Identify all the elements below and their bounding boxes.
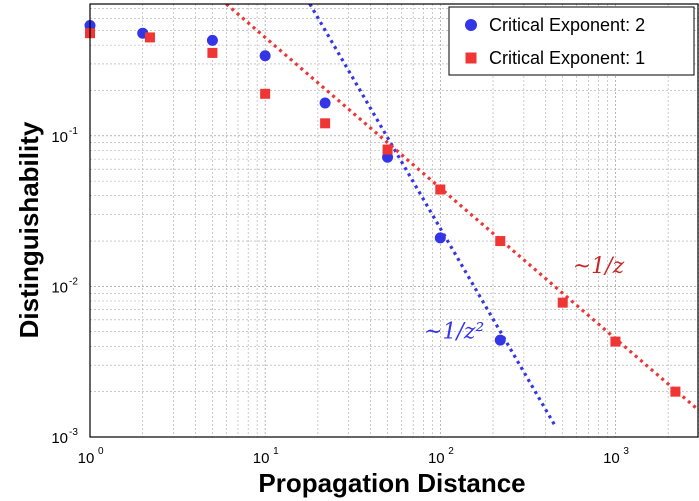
x-tick-exponent: 1 — [273, 446, 279, 457]
point-series1-2 — [207, 47, 218, 58]
fit-annotation-0: ~1/z² — [424, 320, 484, 345]
plot-frame — [89, 3, 699, 438]
legend: Critical Exponent: 2 Critical Exponent: … — [448, 6, 695, 76]
fit-annotations: ~1/z² ~1/z — [424, 254, 625, 345]
y-tick-exponent: -3 — [69, 427, 78, 438]
point-series1-6 — [435, 184, 446, 195]
x-axis-title: Propagation Distance — [258, 468, 525, 498]
point-series0-4 — [319, 97, 331, 109]
x-tick-exponent: 2 — [448, 446, 454, 457]
x-tick-label: 10 — [603, 450, 620, 467]
legend-marker-exp1 — [465, 52, 477, 64]
legend-label-exp2: Critical Exponent: 2 — [489, 15, 645, 35]
y-tick-exponent: -2 — [69, 276, 78, 287]
y-tick-exponent: -1 — [69, 126, 78, 137]
legend-box — [448, 6, 695, 76]
point-series0-2 — [206, 34, 218, 46]
point-series1-10 — [670, 386, 681, 397]
grid — [89, 4, 699, 438]
point-series1-3 — [260, 88, 271, 99]
y-tick-label: 10 — [51, 430, 68, 447]
point-series1-7 — [495, 236, 506, 247]
point-series1-8 — [557, 297, 568, 308]
point-series0-7 — [494, 334, 506, 346]
fit-annotation-1: ~1/z — [573, 254, 625, 279]
data-points — [84, 19, 681, 397]
legend-marker-exp2 — [465, 19, 477, 31]
y-tick-label: 10 — [51, 279, 68, 296]
x-tick-exponent: 3 — [623, 446, 629, 457]
x-tick-label: 10 — [78, 450, 95, 467]
y-axis-title: Distinguishability — [14, 121, 44, 338]
point-series0-3 — [259, 50, 271, 62]
x-tick-labels: 10 0 10 1 10 2 10 3 — [78, 446, 630, 467]
y-tick-label: 10 — [51, 129, 68, 146]
point-series1-4 — [320, 118, 331, 129]
legend-label-exp1: Critical Exponent: 1 — [489, 48, 645, 68]
x-tick-label: 10 — [253, 450, 270, 467]
y-tick-labels: 10-310-210-1 — [51, 126, 78, 447]
point-series1-1 — [144, 32, 155, 43]
x-tick-label: 10 — [428, 450, 445, 467]
x-tick-exponent: 0 — [98, 446, 104, 457]
point-series0-6 — [434, 232, 446, 244]
point-series1-5 — [382, 144, 393, 155]
point-series1-9 — [610, 336, 621, 347]
